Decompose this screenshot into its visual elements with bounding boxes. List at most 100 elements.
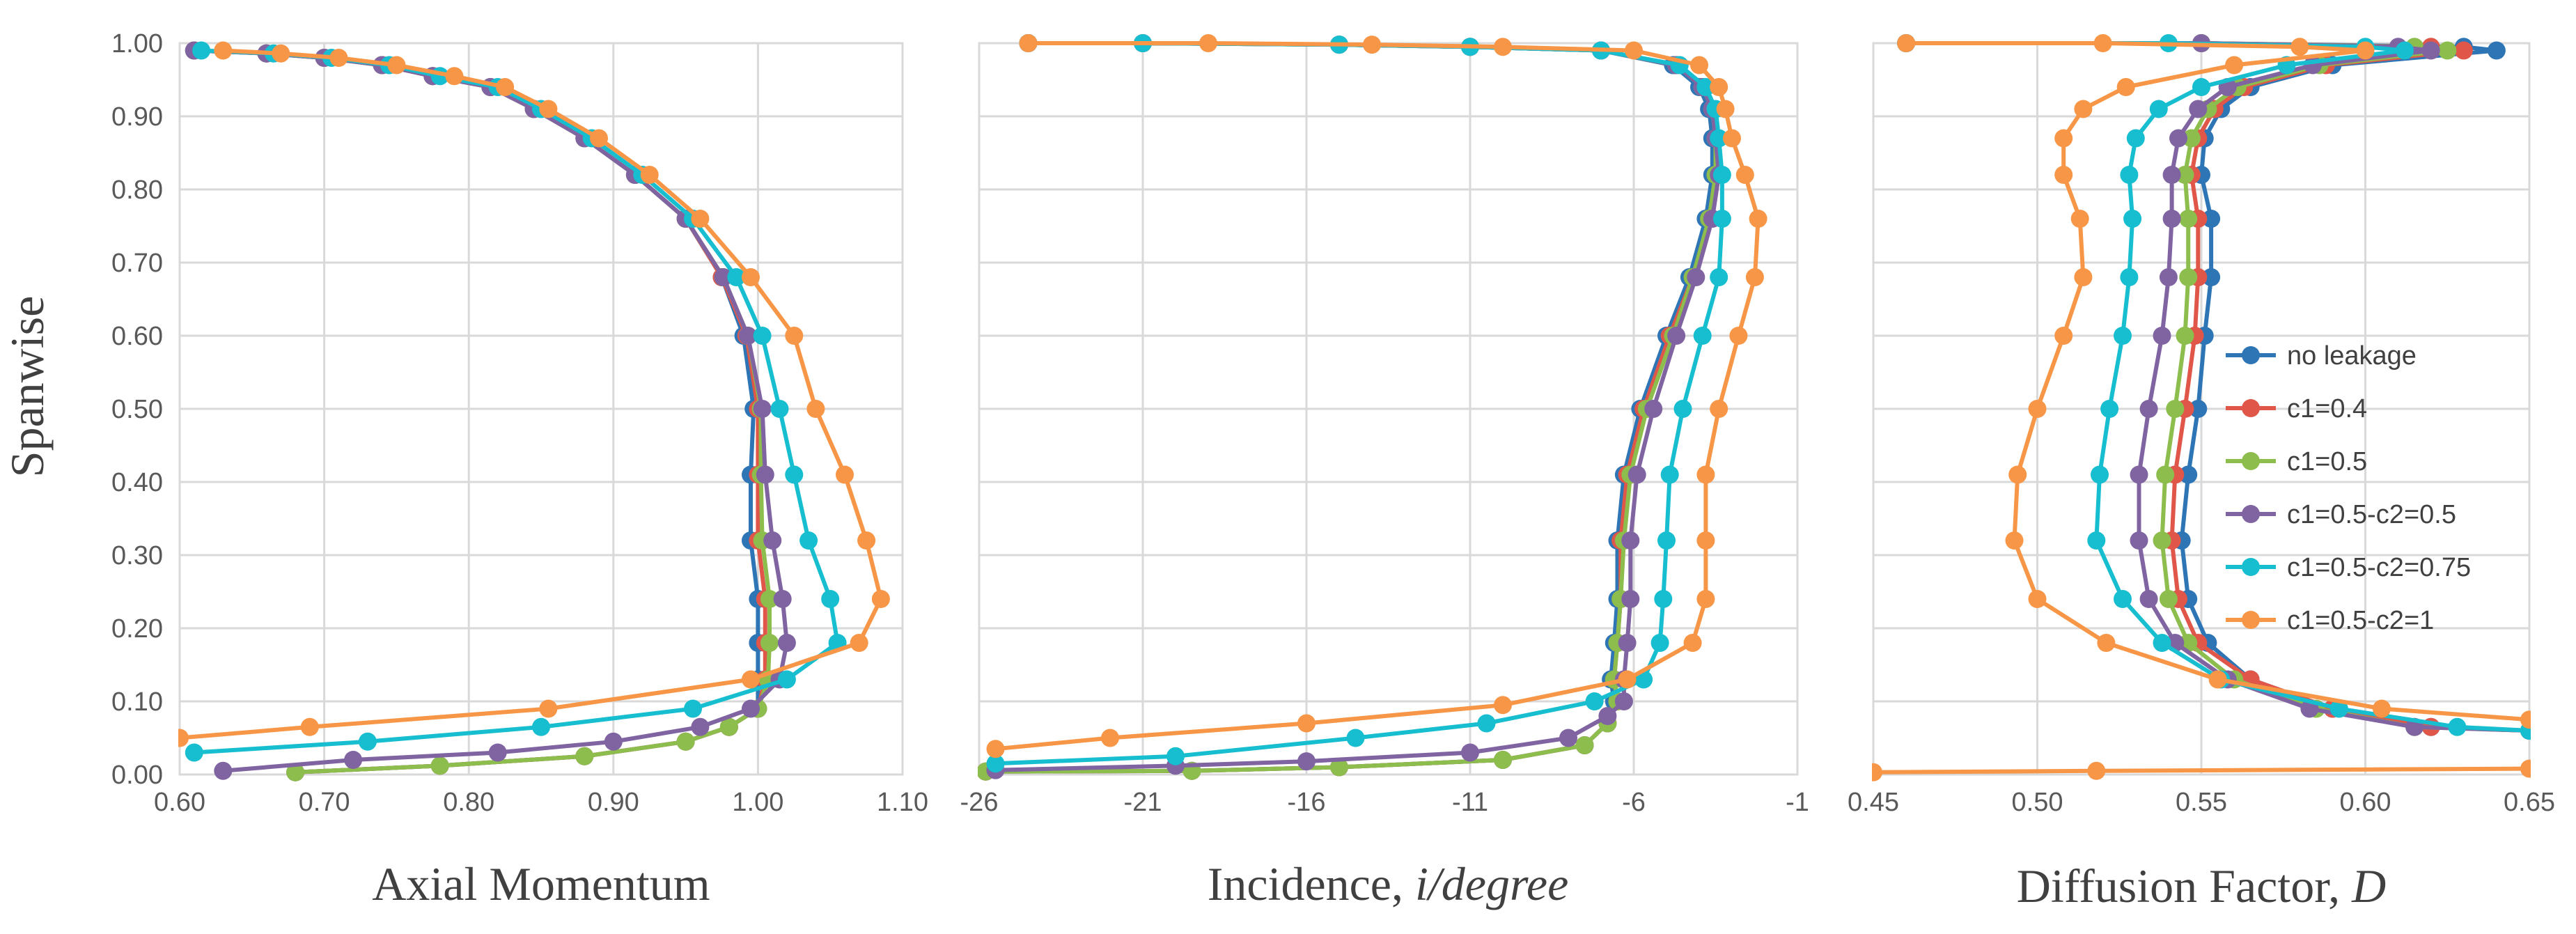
diffusion-factor-point-c1-0-5-c2-1 — [2087, 761, 2106, 780]
incidence-point-c1-0-5-c2-0-75 — [1712, 166, 1731, 184]
axial-momentum-point-c1-0-5-c2-0-75 — [185, 743, 203, 762]
legend-label: no leakage — [2287, 341, 2417, 371]
axial-momentum-point-c1-0-5-c2-0-75 — [753, 327, 772, 345]
diffusion-factor-point-c1-0-5-c2-0-5 — [2130, 465, 2148, 484]
incidence-point-c1-0-5-c2-0-75 — [1710, 129, 1728, 148]
incidence-point-c1-0-5-c2-0-75 — [1654, 590, 1673, 608]
legend-label: c1=0.5-c2=0.5 — [2287, 500, 2456, 529]
diffusion-factor-point-no-leakage — [2189, 400, 2208, 418]
incidence-x-tick-label: -21 — [1124, 788, 1162, 817]
diffusion-factor-point-c1-0-5-c2-0-5 — [2139, 590, 2158, 608]
axial-momentum-point-c1-0-5-c2-0-5 — [714, 268, 733, 286]
diffusion-factor-point-c1-0-5-c2-1 — [2028, 590, 2047, 608]
diffusion-factor-point-no-leakage — [2179, 465, 2198, 484]
legend-swatch-marker — [2242, 346, 2260, 364]
axial-momentum-series-c1-0-5 — [185, 41, 779, 781]
diffusion-factor-point-c1-0-5-c2-0-75 — [2091, 465, 2109, 484]
incidence-point-c1-0-5-c2-1 — [1710, 400, 1728, 418]
axial-momentum-line-c1-0-5 — [194, 48, 772, 775]
axial-momentum-point-c1-0-5-c2-1 — [272, 44, 290, 63]
incidence-point-c1-0-5-c2-1 — [1199, 34, 1217, 52]
legend-item-c1-0-5: c1=0.5 — [2226, 447, 2367, 476]
incidence-x-tick-labels: -26 -21 -16 -11 -6 -1 — [960, 788, 1809, 817]
legend-item-c1-0-5-c2-1: c1=0.5-c2=1 — [2226, 606, 2434, 635]
diffusion-factor-point-c1-0-5-c2-0-5 — [2189, 100, 2208, 118]
diffusion-factor-point-c1-0-5-c2-0-5 — [2169, 129, 2187, 148]
diffusion-factor-x-tick-label: 0.60 — [2340, 788, 2391, 817]
diffusion-factor-point-c1-0-5 — [2182, 129, 2201, 148]
incidence-point-c1-0-5-c2-1 — [1297, 714, 1316, 733]
axial-momentum-point-c1-0-5-c2-0-75 — [192, 41, 211, 60]
incidence-point-c1-0-5-c2-1 — [1683, 634, 1702, 652]
diffusion-factor-x-tick-label: 0.55 — [2176, 788, 2227, 817]
axial-momentum-point-c1-0-5-c2-0-75 — [799, 531, 818, 550]
axial-momentum-point-c1-0-5-c2-1 — [329, 49, 348, 67]
incidence-point-c1-0-5-c2-0-75 — [986, 754, 1005, 773]
diffusion-factor-point-no-leakage — [2202, 210, 2221, 228]
axial-momentum-x-tick-label: 0.70 — [299, 788, 350, 817]
diffusion-factor-point-c1-0-5-c2-1 — [2054, 327, 2073, 345]
axial-momentum-point-c1-0-5-c2-0-5 — [777, 634, 796, 652]
incidence-point-c1-0-5-c2-0-75 — [1712, 210, 1731, 228]
y-tick-label: 1.00 — [111, 29, 163, 59]
legend: no leakage c1=0.4 c1=0.5 c1=0.5-c2=0.5 c1=0.… — [2226, 341, 2471, 635]
diffusion-factor-point-c1-0-5-c2-1 — [2373, 699, 2391, 718]
incidence-line-c1-0-4 — [985, 41, 1718, 774]
axial-momentum-series-c1-0-4 — [185, 41, 774, 781]
incidence-point-c1-0-5-c2-1 — [1735, 166, 1754, 184]
axial-momentum-point-c1-0-5-c2-0-75 — [684, 699, 702, 718]
diffusion-factor-point-c1-0-5-c2-0-5 — [2139, 400, 2158, 418]
diffusion-factor-point-c1-0-5-c2-1 — [2208, 670, 2227, 689]
diffusion-factor-point-c1-0-5-c2-0-75 — [2114, 590, 2132, 608]
incidence-point-c1-0-5-c2-0-75 — [1660, 465, 1679, 484]
diffusion-factor-point-c1-0-5 — [2438, 41, 2457, 60]
diffusion-factor-point-c1-0-5-c2-1 — [2074, 100, 2093, 118]
axial-momentum-point-c1-0-5-c2-1 — [691, 210, 710, 228]
axial-momentum-point-c1-0-5-c2-0-5 — [753, 400, 772, 418]
incidence-point-c1-0-5-c2-1 — [1494, 696, 1512, 715]
axial-momentum-point-c1-0-5-c2-0-75 — [727, 268, 746, 286]
diffusion-factor-point-c1-0-5 — [2176, 327, 2194, 345]
axial-momentum-point-c1-0-5-c2-0-5 — [344, 751, 363, 769]
incidence-x-tick-label: -16 — [1288, 788, 1326, 817]
diffusion-factor-point-c1-0-5-c2-1 — [2097, 634, 2116, 652]
incidence-point-c1-0-5-c2-1 — [1363, 36, 1381, 54]
axial-momentum-x-tick-labels: 0.60 0.70 0.80 0.90 1.00 1.10 — [154, 788, 928, 817]
axial-momentum-point-c1-0-5-c2-0-75 — [358, 732, 377, 751]
diffusion-factor-point-c1-0-5-c2-0-75 — [2120, 166, 2139, 184]
incidence-x-axis-title: Incidence, i/degree — [1208, 857, 1569, 910]
legend-item-no-leakage: no leakage — [2226, 341, 2417, 371]
incidence-series — [978, 34, 1767, 781]
incidence-point-c1-0-5-c2-1 — [1710, 78, 1728, 96]
diffusion-factor-point-c1-0-5-c2-0-75 — [2396, 41, 2414, 60]
axial-momentum-panel: 0.00 0.10 0.20 0.30 0.40 0.50 0.60 0.70 0.80 0.90… — [111, 29, 928, 910]
axial-momentum-x-tick-label: 0.90 — [588, 788, 639, 817]
axial-momentum-point-c1-0-5-c2-1 — [496, 78, 515, 96]
incidence-point-c1-0-5-c2-0-75 — [1346, 729, 1365, 747]
diffusion-factor-point-c1-0-5-c2-0-75 — [2123, 210, 2142, 228]
axial-momentum-point-c1-0-5 — [676, 732, 695, 751]
diffusion-factor-point-c1-0-5-c2-0-75 — [2120, 268, 2139, 286]
axial-momentum-point-c1-0-5-c2-1 — [178, 729, 189, 747]
axial-momentum-plot-area — [178, 42, 904, 776]
incidence-point-c1-0-5-c2-0-75 — [1696, 78, 1715, 96]
incidence-series-clip — [978, 34, 1767, 781]
diffusion-factor-point-c1-0-5-c2-0-75 — [2087, 531, 2106, 550]
y-tick-label: 0.60 — [111, 322, 163, 351]
diffusion-factor-point-c1-0-5-c2-0-75 — [2126, 129, 2145, 148]
legend-swatch-marker — [2242, 558, 2260, 576]
incidence-point-c1-0-5-c2-0-75 — [1657, 531, 1676, 550]
incidence-point-c1-0-5-c2-0-5 — [1559, 729, 1577, 747]
diffusion-factor-point-c1-0-5 — [2166, 400, 2185, 418]
diffusion-factor-point-c1-0-5-c2-0-75 — [2100, 400, 2119, 418]
diffusion-factor-point-c1-0-5 — [2179, 210, 2198, 228]
legend-item-c1-0-5-c2-0-75: c1=0.5-c2=0.75 — [2226, 553, 2471, 582]
axial-momentum-x-tick-label: 1.00 — [732, 788, 783, 817]
incidence-point-c1-0-5-c2-0-75 — [1673, 400, 1692, 418]
axial-momentum-series — [178, 41, 890, 781]
diffusion-factor-point-c1-0-5-c2-1 — [2225, 56, 2244, 75]
diffusion-factor-point-c1-0-5-c2-0-5 — [2130, 531, 2148, 550]
diffusion-factor-point-c1-0-5-c2-1 — [1897, 34, 1916, 52]
diffusion-factor-point-no-leakage — [2202, 268, 2221, 286]
